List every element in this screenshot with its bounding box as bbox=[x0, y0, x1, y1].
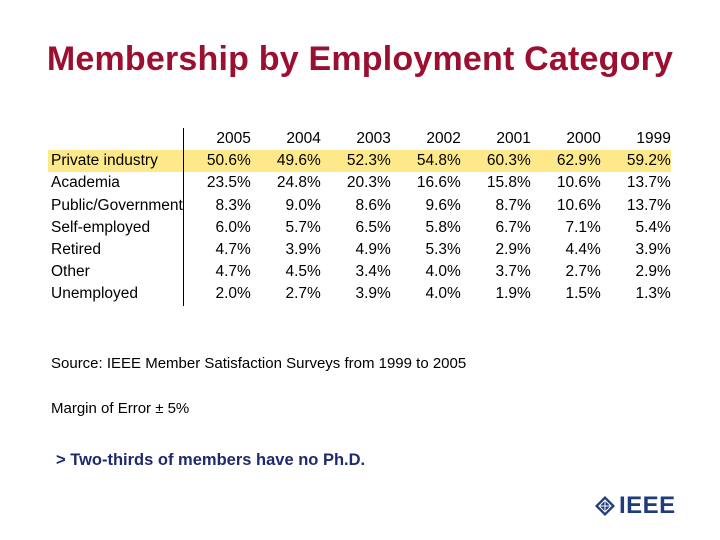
table-cell: 60.3% bbox=[460, 150, 531, 173]
ieee-diamond-icon bbox=[595, 496, 615, 516]
table-cell: 2.0% bbox=[215, 285, 251, 303]
table-cell: 2.7% bbox=[285, 285, 321, 303]
table-cell: 10.6% bbox=[556, 174, 601, 192]
row-label: Retired bbox=[51, 241, 101, 259]
table-cell: 4.0% bbox=[425, 285, 461, 303]
column-divider bbox=[183, 150, 184, 173]
table-cell: 4.9% bbox=[355, 241, 391, 259]
table-cell: 24.8% bbox=[276, 174, 321, 192]
table-cell: 1.5% bbox=[565, 285, 601, 303]
table-row-private-industry: Private industry 50.6% 49.6% 52.3% 54.8%… bbox=[48, 150, 671, 173]
table-cell: 8.3% bbox=[215, 196, 251, 214]
column-divider bbox=[183, 172, 184, 195]
table-cell: 4.7% bbox=[215, 241, 251, 259]
table-cell: 5.3% bbox=[425, 241, 461, 259]
table-cell: 5.8% bbox=[425, 218, 461, 236]
table-cell: 62.9% bbox=[530, 150, 601, 173]
table-row-unemployed: Unemployed 2.0% 2.7% 3.9% 4.0% 1.9% 1.5%… bbox=[48, 283, 671, 306]
table-cell: 2.9% bbox=[495, 241, 531, 259]
column-divider bbox=[183, 216, 184, 240]
table-cell: 54.8% bbox=[390, 150, 461, 173]
margin-of-error-note: Margin of Error ± 5% bbox=[51, 400, 190, 417]
table-header-row: 2005 2004 2003 2002 2001 2000 1999 bbox=[48, 128, 671, 151]
table-cell: 3.9% bbox=[635, 241, 671, 259]
column-divider bbox=[183, 283, 184, 306]
column-divider bbox=[183, 239, 184, 262]
year-header: 1999 bbox=[636, 130, 671, 147]
table-row-other: Other 4.7% 4.5% 3.4% 4.0% 3.7% 2.7% 2.9% bbox=[48, 261, 671, 284]
year-header: 2002 bbox=[426, 130, 461, 147]
table-cell: 7.1% bbox=[565, 218, 601, 236]
table-cell: 3.4% bbox=[355, 263, 391, 281]
phd-callout: > Two-thirds of members have no Ph.D. bbox=[56, 451, 366, 469]
source-note: Source: IEEE Member Satisfaction Surveys… bbox=[51, 355, 467, 372]
employment-table: 2005 2004 2003 2002 2001 2000 1999 Priva… bbox=[48, 128, 671, 306]
table-cell: 9.6% bbox=[425, 196, 461, 214]
employment-table-container: 2005 2004 2003 2002 2001 2000 1999 Priva… bbox=[48, 128, 671, 306]
page-title: Membership by Employment Category bbox=[46, 40, 674, 78]
table-cell: 20.3% bbox=[346, 174, 391, 192]
table-cell: 15.8% bbox=[486, 174, 531, 192]
category-header bbox=[48, 128, 183, 150]
table-row-retired: Retired 4.7% 3.9% 4.9% 5.3% 2.9% 4.4% 3.… bbox=[48, 239, 671, 262]
ieee-logo: IEEE bbox=[594, 492, 676, 520]
year-header: 2000 bbox=[566, 130, 601, 147]
table-cell: 49.6% bbox=[250, 150, 321, 173]
table-cell: 10.6% bbox=[556, 196, 601, 214]
table-cell: 6.0% bbox=[215, 218, 251, 236]
year-header: 2005 bbox=[216, 130, 251, 147]
table-row-public-government: Public/Government 8.3% 9.0% 8.6% 9.6% 8.… bbox=[48, 194, 671, 217]
table-cell: 8.6% bbox=[355, 196, 391, 214]
table-cell: 50.6% bbox=[183, 150, 251, 173]
column-divider bbox=[183, 128, 184, 151]
row-label: Academia bbox=[51, 174, 120, 192]
table-cell: 6.5% bbox=[355, 218, 391, 236]
table-cell: 59.2% bbox=[600, 150, 671, 173]
table-cell: 9.0% bbox=[285, 196, 321, 214]
table-cell: 13.7% bbox=[626, 174, 671, 192]
table-cell: 6.7% bbox=[495, 218, 531, 236]
table-cell: 4.4% bbox=[565, 241, 601, 259]
table-cell: 2.7% bbox=[565, 263, 601, 281]
table-cell: 4.5% bbox=[285, 263, 321, 281]
row-label: Public/Government bbox=[51, 196, 183, 214]
table-cell: 3.9% bbox=[355, 285, 391, 303]
table-cell: 8.7% bbox=[495, 196, 531, 214]
ieee-logo-text: IEEE bbox=[619, 492, 676, 519]
table-row-self-employed: Self-employed 6.0% 5.7% 6.5% 5.8% 6.7% 7… bbox=[48, 216, 671, 240]
row-label: Unemployed bbox=[51, 285, 139, 303]
table-cell: 13.7% bbox=[626, 196, 671, 214]
row-label: Private industry bbox=[48, 150, 184, 173]
table-cell: 4.0% bbox=[425, 263, 461, 281]
column-divider bbox=[183, 194, 184, 217]
table-row-academia: Academia 23.5% 24.8% 20.3% 16.6% 15.8% 1… bbox=[48, 172, 671, 195]
table-cell: 5.7% bbox=[285, 218, 321, 236]
table-cell: 4.7% bbox=[215, 263, 251, 281]
table-cell: 2.9% bbox=[635, 263, 671, 281]
table-cell: 23.5% bbox=[206, 174, 251, 192]
column-divider bbox=[183, 261, 184, 284]
row-label: Self-employed bbox=[51, 218, 151, 236]
table-cell: 52.3% bbox=[320, 150, 391, 173]
table-cell: 16.6% bbox=[416, 174, 461, 192]
table-cell: 3.7% bbox=[495, 263, 531, 281]
year-header: 2004 bbox=[286, 130, 321, 147]
year-header: 2001 bbox=[496, 130, 531, 147]
table-cell: 1.9% bbox=[495, 285, 531, 303]
year-header: 2003 bbox=[356, 130, 391, 147]
table-cell: 3.9% bbox=[285, 241, 321, 259]
row-label: Other bbox=[51, 263, 90, 281]
table-cell: 5.4% bbox=[635, 218, 671, 236]
table-cell: 1.3% bbox=[635, 285, 671, 303]
